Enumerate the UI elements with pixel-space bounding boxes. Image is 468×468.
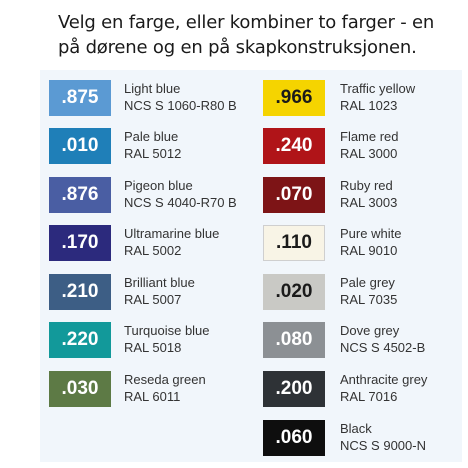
color-swatch[interactable]: .110 <box>263 225 325 261</box>
color-name: Pure white <box>340 226 402 241</box>
color-ref: RAL 9010 <box>340 243 398 258</box>
color-ref: NCS S 1060-R80 B <box>124 98 237 113</box>
page-title: Velg en farge, eller kombiner to farger … <box>58 10 458 60</box>
color-swatch[interactable]: .200 <box>263 371 325 407</box>
color-swatch[interactable]: .875 <box>49 80 111 116</box>
color-label: Turquoise blue RAL 5018 <box>124 322 210 356</box>
color-name: Light blue <box>124 81 181 96</box>
color-label: Pale blue RAL 5012 <box>124 128 181 162</box>
color-name: Flame red <box>340 129 399 144</box>
color-name: Turquoise blue <box>124 323 210 338</box>
color-name: Ruby red <box>340 178 393 193</box>
color-swatch[interactable]: .210 <box>49 274 111 310</box>
color-row-reseda-green[interactable]: .030 Reseda green RAL 6011 <box>49 371 249 407</box>
color-swatch[interactable]: .966 <box>263 80 325 116</box>
color-swatch[interactable]: .010 <box>49 128 111 164</box>
color-row-anthracite-grey[interactable]: .200 Anthracite grey RAL 7016 <box>263 371 463 407</box>
color-swatch[interactable]: .060 <box>263 420 325 456</box>
color-label: Dove grey NCS S 4502-B <box>340 322 425 356</box>
color-name: Pale grey <box>340 275 395 290</box>
color-label: Pure white RAL 9010 <box>340 225 401 259</box>
color-label: Brilliant blue RAL 5007 <box>124 274 195 308</box>
title-line-1: Velg en farge, eller kombiner to farger … <box>58 12 435 33</box>
color-label: Anthracite grey RAL 7016 <box>340 371 427 405</box>
color-swatch[interactable]: .220 <box>49 322 111 358</box>
color-label: Ultramarine blue RAL 5002 <box>124 225 219 259</box>
color-row-ultramarine-blue[interactable]: .170 Ultramarine blue RAL 5002 <box>49 225 249 261</box>
color-swatch[interactable]: .030 <box>49 371 111 407</box>
color-row-ruby-red[interactable]: .070 Ruby red RAL 3003 <box>263 177 463 213</box>
color-row-brilliant-blue[interactable]: .210 Brilliant blue RAL 5007 <box>49 274 249 310</box>
color-label: Ruby red RAL 3003 <box>340 177 397 211</box>
color-swatch[interactable]: .080 <box>263 322 325 358</box>
color-label: Pigeon blue NCS S 4040-R70 B <box>124 177 237 211</box>
color-label: Flame red RAL 3000 <box>340 128 399 162</box>
color-row-light-blue[interactable]: .875 Light blue NCS S 1060-R80 B <box>49 80 249 116</box>
color-name: Pigeon blue <box>124 178 193 193</box>
color-ref: NCS S 4502-B <box>340 340 426 355</box>
color-ref: RAL 6011 <box>124 389 181 404</box>
color-row-flame-red[interactable]: .240 Flame red RAL 3000 <box>263 128 463 164</box>
color-ref: RAL 3000 <box>340 146 398 161</box>
color-row-dove-grey[interactable]: .080 Dove grey NCS S 4502-B <box>263 322 463 358</box>
color-name: Brilliant blue <box>124 275 195 290</box>
color-name: Anthracite grey <box>340 372 428 387</box>
color-ref: RAL 5012 <box>124 146 182 161</box>
color-name: Traffic yellow <box>340 81 416 96</box>
color-ref: RAL 7035 <box>340 292 398 307</box>
color-ref: RAL 3003 <box>340 195 398 210</box>
color-ref: RAL 7016 <box>340 389 398 404</box>
color-ref: RAL 1023 <box>340 98 398 113</box>
color-ref: NCS S 9000-N <box>340 438 426 453</box>
color-row-pure-white[interactable]: .110 Pure white RAL 9010 <box>263 225 463 261</box>
color-name: Black <box>340 421 372 436</box>
color-name: Ultramarine blue <box>124 226 220 241</box>
color-name: Pale blue <box>124 129 179 144</box>
color-row-pigeon-blue[interactable]: .876 Pigeon blue NCS S 4040-R70 B <box>49 177 249 213</box>
color-swatch[interactable]: .170 <box>49 225 111 261</box>
color-name: Reseda green <box>124 372 206 387</box>
color-swatch[interactable]: .876 <box>49 177 111 213</box>
color-swatch[interactable]: .070 <box>263 177 325 213</box>
color-row-turquoise-blue[interactable]: .220 Turquoise blue RAL 5018 <box>49 322 249 358</box>
color-row-pale-grey[interactable]: .020 Pale grey RAL 7035 <box>263 274 463 310</box>
color-swatch[interactable]: .240 <box>263 128 325 164</box>
color-row-traffic-yellow[interactable]: .966 Traffic yellow RAL 1023 <box>263 80 463 116</box>
color-ref: NCS S 4040-R70 B <box>124 195 237 210</box>
color-label: Pale grey RAL 7035 <box>340 274 397 308</box>
title-line-2: på dørene og en på skapkonstruksjonen. <box>58 37 417 58</box>
color-label: Black NCS S 9000-N <box>340 420 426 454</box>
color-row-black[interactable]: .060 Black NCS S 9000-N <box>263 420 463 456</box>
color-ref: RAL 5018 <box>124 340 182 355</box>
color-name: Dove grey <box>340 323 400 338</box>
color-label: Reseda green RAL 6011 <box>124 371 206 405</box>
color-label: Light blue NCS S 1060-R80 B <box>124 80 237 114</box>
color-ref: RAL 5007 <box>124 292 182 307</box>
color-ref: RAL 5002 <box>124 243 182 258</box>
color-row-pale-blue[interactable]: .010 Pale blue RAL 5012 <box>49 128 249 164</box>
color-label: Traffic yellow RAL 1023 <box>340 80 415 114</box>
color-swatch[interactable]: .020 <box>263 274 325 310</box>
